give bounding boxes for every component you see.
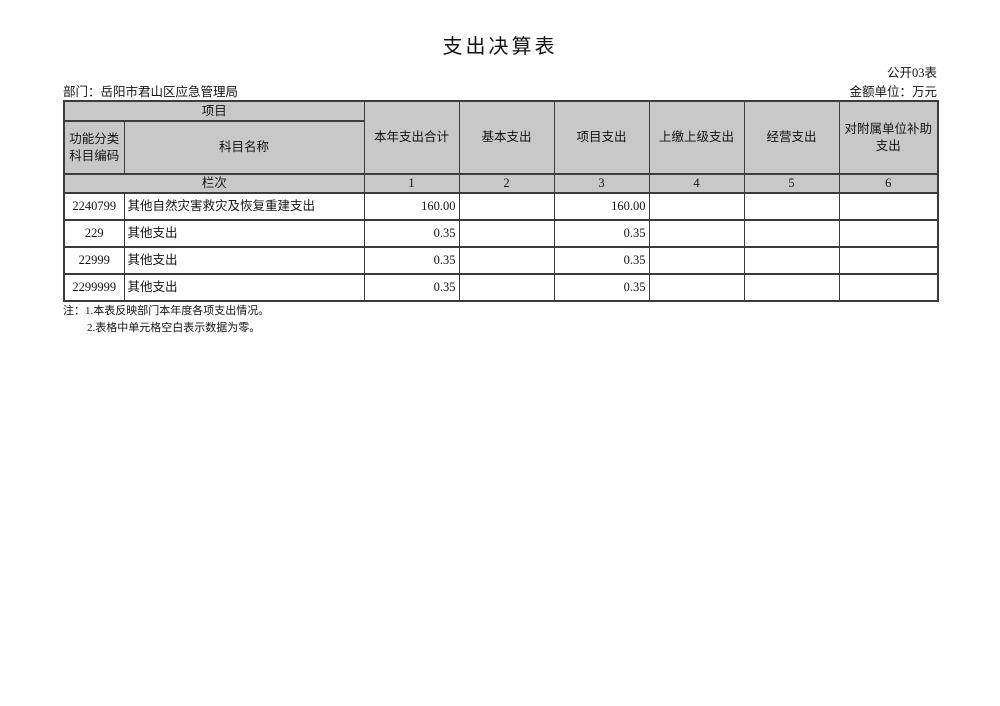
cell-operating [743, 219, 840, 248]
cell-total: 0.35 [363, 219, 460, 248]
header-total: 本年支出合计 [363, 100, 460, 175]
note-line: 注：1.本表反映部门本年度各项支出情况。 [63, 305, 270, 317]
header-subsidy: 对附属单位补助支出 [838, 100, 939, 175]
cell-upper [648, 192, 745, 221]
cell-code: 2240799 [63, 192, 125, 221]
cell-upper [648, 273, 745, 302]
cell-basic [458, 219, 555, 248]
table-row: 229 其他支出 0.35 0.35 [63, 219, 939, 248]
index-5: 5 [743, 173, 840, 194]
cell-operating [743, 273, 840, 302]
cell-subsidy [838, 273, 939, 302]
index-6: 6 [838, 173, 939, 194]
cell-project: 0.35 [553, 273, 650, 302]
cell-total: 160.00 [363, 192, 460, 221]
cell-code: 22999 [63, 246, 125, 275]
form-code-label: 公开03表 [886, 66, 937, 80]
header-project-exp: 项目支出 [553, 100, 650, 175]
cell-project: 0.35 [553, 246, 650, 275]
index-label: 栏次 [63, 173, 365, 194]
cell-upper [648, 246, 745, 275]
header-function-code: 功能分类 科目编码 [63, 120, 125, 175]
header-basic: 基本支出 [458, 100, 555, 175]
header-upper: 上缴上级支出 [648, 100, 745, 175]
cell-project: 0.35 [553, 219, 650, 248]
cell-upper [648, 219, 745, 248]
cell-name: 其他自然灾害救灾及恢复重建支出 [123, 192, 365, 221]
header-operating: 经营支出 [743, 100, 840, 175]
header-function-code-line2: 科目编码 [69, 148, 120, 163]
cell-total: 0.35 [363, 273, 460, 302]
header-subject-name: 科目名称 [123, 120, 365, 175]
cell-subsidy [838, 192, 939, 221]
column-index-row: 栏次 1 2 3 4 5 6 [63, 173, 939, 194]
index-2: 2 [458, 173, 555, 194]
table-row: 2299999 其他支出 0.35 0.35 [63, 273, 939, 302]
cell-name: 其他支出 [123, 246, 365, 275]
cell-name: 其他支出 [123, 273, 365, 302]
cell-basic [458, 192, 555, 221]
cell-project: 160.00 [553, 192, 650, 221]
cell-basic [458, 246, 555, 275]
index-1: 1 [363, 173, 460, 194]
cell-name: 其他支出 [123, 219, 365, 248]
header-row-group: 项目 本年支出合计 基本支出 项目支出 上缴上级支出 经营支出 对附属单位补助支… [63, 100, 939, 175]
cell-subsidy [838, 219, 939, 248]
cell-total: 0.35 [363, 246, 460, 275]
index-4: 4 [648, 173, 745, 194]
cell-operating [743, 246, 840, 275]
expenditure-table: 项目 本年支出合计 基本支出 项目支出 上缴上级支出 经营支出 对附属单位补助支… [63, 100, 940, 302]
table-row: 22999 其他支出 0.35 0.35 [63, 246, 939, 275]
footnotes: 注：1.本表反映部门本年度各项支出情况。 2.表格中单元格空白表示数据为零。 [63, 303, 269, 337]
unit-label: 金额单位：万元 [849, 85, 937, 99]
header-row-sub: 功能分类 科目编码 科目名称 [63, 120, 938, 175]
cell-code: 2299999 [63, 273, 125, 302]
page-title: 支出决算表 [442, 36, 558, 58]
table-row: 2240799 其他自然灾害救灾及恢复重建支出 160.00 160.00 [63, 192, 939, 221]
cell-subsidy [838, 246, 939, 275]
cell-basic [458, 273, 555, 302]
index-3: 3 [553, 173, 650, 194]
header-project-group: 项目 [63, 100, 365, 122]
meta-line: 部门：岳阳市君山区应急管理局 金额单位：万元 [63, 81, 937, 100]
cell-operating [743, 192, 840, 221]
note-line: 2.表格中单元格空白表示数据为零。 [87, 322, 261, 334]
header-function-code-line1: 功能分类 [69, 131, 120, 146]
department-label: 部门：岳阳市君山区应急管理局 [63, 85, 239, 99]
cell-code: 229 [63, 219, 125, 248]
